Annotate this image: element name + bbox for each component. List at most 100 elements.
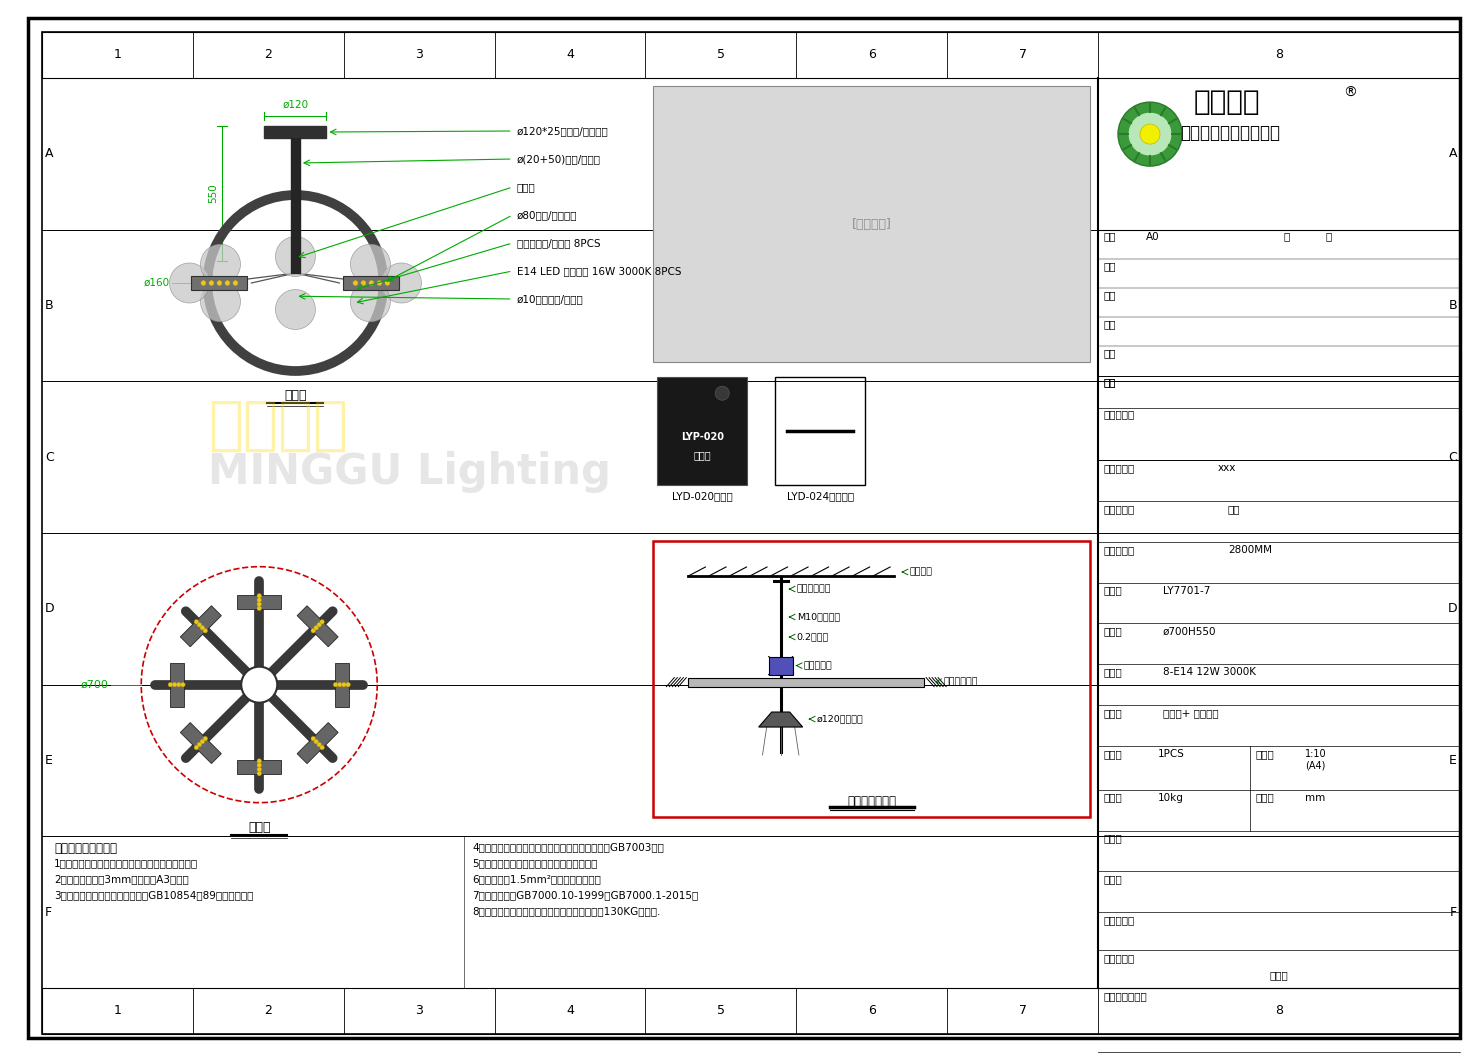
Text: 6: 6 <box>868 1004 876 1018</box>
Text: 3: 3 <box>415 1004 422 1018</box>
Text: 5: 5 <box>717 49 725 61</box>
Circle shape <box>256 767 261 772</box>
Text: 水泥天花: 水泥天花 <box>910 567 932 577</box>
Circle shape <box>338 682 342 686</box>
Text: 钢化玻璃板/烟灰色 8PCS: 钢化玻璃板/烟灰色 8PCS <box>517 238 600 248</box>
Text: [产品照片]: [产品照片] <box>852 218 892 230</box>
Text: 2: 2 <box>264 1004 273 1018</box>
Text: A: A <box>1448 148 1457 161</box>
Text: 灯光审核：: 灯光审核： <box>1103 954 1134 963</box>
Circle shape <box>385 281 390 285</box>
Circle shape <box>345 682 350 686</box>
Text: 客户确认签字：: 客户确认签字： <box>1103 991 1147 1001</box>
Text: 哑光黑+ 拉丝黄铜: 哑光黑+ 拉丝黄铜 <box>1163 709 1218 718</box>
Circle shape <box>276 289 316 329</box>
Text: 天花安装示意图: 天花安装示意图 <box>848 795 897 808</box>
Circle shape <box>169 263 209 303</box>
Text: ø80灯吉/拉丝黄铜: ø80灯吉/拉丝黄铜 <box>517 210 576 220</box>
Circle shape <box>317 742 322 747</box>
Circle shape <box>256 598 261 602</box>
Text: 10kg: 10kg <box>1157 793 1184 803</box>
Circle shape <box>256 771 261 776</box>
Text: E: E <box>1449 754 1457 767</box>
Bar <box>775 377 865 485</box>
Text: 重量：: 重量： <box>1103 793 1122 803</box>
Circle shape <box>233 281 239 285</box>
Text: 灯具技术参数说明：: 灯具技术参数说明： <box>53 843 117 855</box>
Circle shape <box>172 682 176 686</box>
Text: ø120韩式吊钟: ø120韩式吊钟 <box>817 715 864 723</box>
Text: 明古灯具: 明古灯具 <box>1194 88 1261 116</box>
Circle shape <box>1117 102 1183 166</box>
Text: 8: 8 <box>1275 49 1283 61</box>
Text: 2: 2 <box>264 49 273 61</box>
Text: 4、灯架外表面采用电泳封闭处理，执行标准为（GB7003）；: 4、灯架外表面采用电泳封闭处理，执行标准为（GB7003）； <box>471 843 664 852</box>
Circle shape <box>333 682 338 686</box>
Bar <box>654 541 1089 817</box>
Text: LY7701-7: LY7701-7 <box>1163 586 1211 596</box>
Text: 出图: 出图 <box>1103 319 1116 329</box>
Circle shape <box>167 682 172 686</box>
Text: A0: A0 <box>1146 231 1159 242</box>
Circle shape <box>200 282 240 322</box>
Text: B: B <box>44 299 53 312</box>
Circle shape <box>314 739 319 743</box>
Text: 6、电线采用1.5mm²耐高温阻燃导线；: 6、电线采用1.5mm²耐高温阻燃导线； <box>471 874 600 884</box>
Text: ø120: ø120 <box>283 100 308 110</box>
Circle shape <box>203 628 207 633</box>
Text: ø(20+50)橡管/平光黑: ø(20+50)橡管/平光黑 <box>517 154 600 164</box>
Text: 日期: 日期 <box>1103 348 1116 358</box>
Text: 8: 8 <box>1275 1004 1283 1018</box>
Text: ø700: ø700 <box>80 680 108 690</box>
Text: F: F <box>1449 906 1457 919</box>
Text: 天花高度：: 天花高度： <box>1103 545 1134 554</box>
Circle shape <box>256 602 261 606</box>
Text: 电话: 电话 <box>1103 377 1116 388</box>
Circle shape <box>200 739 205 743</box>
Text: LYD-020平光黑: LYD-020平光黑 <box>671 491 732 502</box>
Circle shape <box>176 682 181 686</box>
Text: 5、灯头采用国际标准认证，配耐高温导线；: 5、灯头采用国际标准认证，配耐高温导线； <box>471 859 597 868</box>
Text: 数量：: 数量： <box>1103 749 1122 759</box>
Text: 灯具类型：: 灯具类型： <box>1103 504 1134 514</box>
Text: 6: 6 <box>868 49 876 61</box>
Text: ø120*25吸顶盒/拉丝黄铜: ø120*25吸顶盒/拉丝黄铜 <box>517 126 608 136</box>
Circle shape <box>242 666 277 702</box>
Circle shape <box>1140 125 1160 144</box>
Text: mm: mm <box>1306 793 1325 803</box>
Circle shape <box>317 623 322 627</box>
Circle shape <box>200 244 240 284</box>
Text: MINGGU Lighting: MINGGU Lighting <box>207 451 611 493</box>
Text: 吊灯: 吊灯 <box>1229 504 1240 514</box>
Bar <box>335 663 348 706</box>
Text: 7: 7 <box>1018 49 1027 61</box>
Circle shape <box>381 263 421 303</box>
Text: xxx: xxx <box>1218 464 1236 473</box>
Circle shape <box>276 237 316 277</box>
Text: ø10连接置管/平光黑: ø10连接置管/平光黑 <box>517 294 584 304</box>
Text: B: B <box>1448 299 1457 312</box>
Polygon shape <box>759 712 803 727</box>
Circle shape <box>181 682 185 686</box>
Bar <box>344 276 400 290</box>
Text: A: A <box>44 148 53 161</box>
Text: 5: 5 <box>717 1004 725 1018</box>
Circle shape <box>376 281 382 285</box>
Bar <box>237 596 282 609</box>
Text: C: C <box>44 451 53 464</box>
Circle shape <box>256 763 261 768</box>
Text: 电源接线盒: 电源接线盒 <box>803 661 833 671</box>
Circle shape <box>350 244 390 284</box>
Bar <box>658 377 747 485</box>
Bar <box>654 86 1089 362</box>
Circle shape <box>203 736 207 741</box>
Text: 光源：: 光源： <box>1103 667 1122 677</box>
Text: 1:10
(A4): 1:10 (A4) <box>1306 749 1326 771</box>
Text: 1、装饰部件选用优质碳钢、铜材或进口不锈钢材；: 1、装饰部件选用优质碳钢、铜材或进口不锈钢材； <box>53 859 199 868</box>
Text: 0.2钢丝绳: 0.2钢丝绳 <box>797 633 828 641</box>
Circle shape <box>1128 112 1172 156</box>
Text: 7、执行标准：GB7000.10-1999；GB7000.1-2015；: 7、执行标准：GB7000.10-1999；GB7000.1-2015； <box>471 890 698 901</box>
Text: D: D <box>44 602 55 616</box>
Text: 4: 4 <box>566 1004 574 1018</box>
Text: 方案审核：: 方案审核： <box>1103 916 1134 925</box>
